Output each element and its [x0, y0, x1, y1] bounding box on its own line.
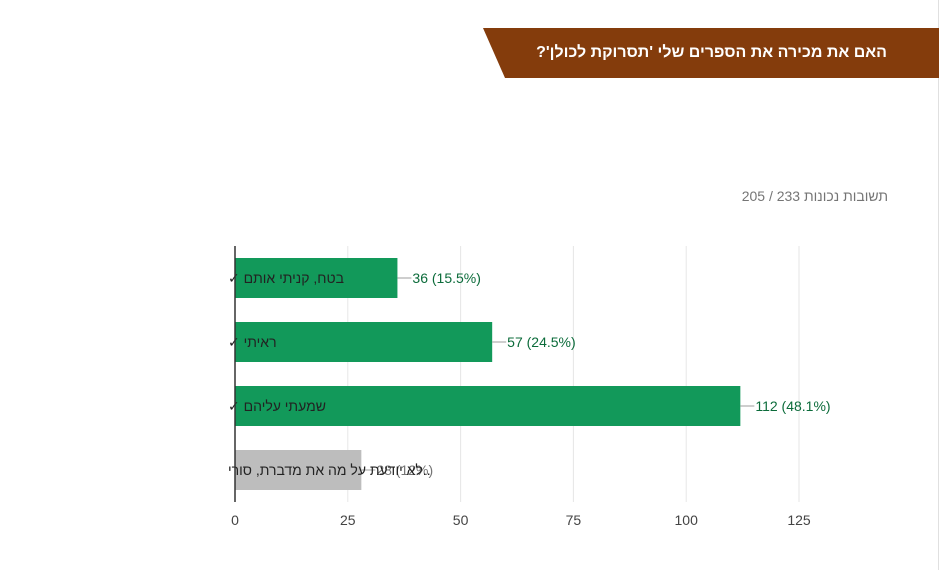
x-tick-label-75: 75 [566, 512, 582, 528]
category-label-2: שמעתי עליהם ✓ [228, 398, 326, 414]
x-tick-label-0: 0 [231, 512, 239, 528]
title-banner-shape [483, 28, 939, 78]
x-tick-label-50: 50 [453, 512, 469, 528]
bar-2 [235, 386, 741, 426]
bar-0 [235, 258, 398, 298]
panel-right-border [938, 0, 939, 570]
category-label-0: בטח, קניתי אותם ✓ [228, 270, 344, 286]
data-label-2: 112 (48.1%) [755, 398, 830, 414]
category-label-1: ראיתי ✓ [228, 334, 277, 350]
question-title-banner: האם את מכירה את הספרים שלי 'תסרוקת לכולן… [483, 28, 939, 78]
x-tick-label-100: 100 [675, 512, 699, 528]
bar-3 [235, 450, 362, 490]
chart-svg: 36 (15.5%) בטח, קניתי אותם ✓ 57 (24.5%) ראי… [228, 246, 831, 528]
x-tick-label-25: 25 [340, 512, 356, 528]
correct-answers-count: 205 / 233 תשובות נכונות [741, 188, 888, 204]
data-label-0: 36 (15.5%) [412, 270, 480, 286]
x-tick-label-125: 125 [787, 512, 811, 528]
answers-bar-chart: 36 (15.5%) בטח, קניתי אותם ✓ 57 (24.5%) ראי… [0, 230, 944, 540]
question-title: האם את מכירה את הספרים שלי 'תסרוקת לכולן… [536, 44, 887, 61]
bar-1 [235, 322, 493, 362]
data-label-3: 28 (12%) [376, 462, 433, 478]
category-label-3: ..לא יודעת על מה את מדברת, סורי [228, 462, 431, 478]
data-label-1: 57 (24.5%) [507, 334, 575, 350]
